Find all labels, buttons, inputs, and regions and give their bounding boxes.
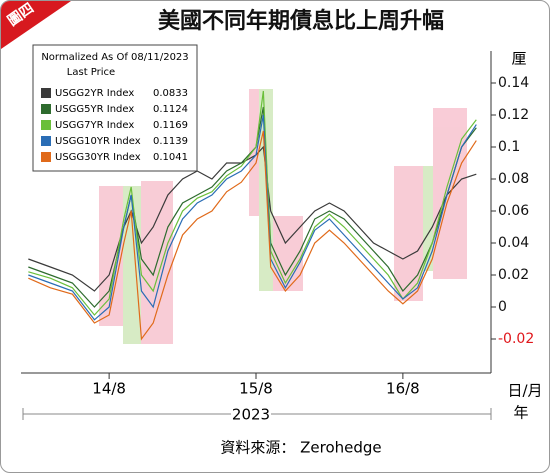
- x-tick-label: 15/8: [239, 380, 273, 398]
- y-unit: 厘: [511, 50, 526, 68]
- year-label: 2023: [232, 406, 270, 424]
- legend-label: USGG5YR Index: [55, 104, 134, 115]
- year-bg: [231, 405, 271, 423]
- legend-swatch: [41, 136, 51, 146]
- legend-value: 0.1124: [153, 104, 188, 115]
- x-unit: 日/月: [507, 382, 542, 400]
- series-line: [28, 114, 477, 321]
- x-tick-label: 14/8: [92, 380, 126, 398]
- highlight: [423, 166, 433, 271]
- legend-box: [32, 44, 198, 172]
- y-tick-label: 0.12: [498, 107, 529, 123]
- legend-value: 0.1139: [153, 136, 188, 147]
- badge-bg: [1, 1, 71, 49]
- highlight: [249, 89, 259, 216]
- legend-swatch: [41, 88, 51, 98]
- legend: USGG2YR Index 0.0833 USGG5YR Index 0.1124 US…: [41, 88, 188, 163]
- legend-value: 0.1041: [153, 152, 188, 163]
- legend-swatch: [41, 104, 51, 114]
- y-tick-label: 0.08: [498, 171, 529, 187]
- y-tick-label: 0.06: [498, 203, 529, 219]
- legend-header: Normalized As Of 08/11/2023: [41, 52, 188, 63]
- x-tick-label: 16/8: [386, 380, 420, 398]
- source: 資料來源： Zerohedge: [220, 439, 381, 457]
- y-tick-label: 0: [498, 299, 507, 315]
- plot: [28, 90, 477, 341]
- legend-label: USGG30YR Index: [55, 152, 141, 163]
- y-tick-label: 0.02: [498, 267, 529, 283]
- highlight: [394, 166, 423, 301]
- series-line: [28, 130, 477, 341]
- y-tick-label: 0.1: [498, 139, 520, 155]
- legend-label: USGG10YR Index: [55, 136, 141, 147]
- legend-swatch: [41, 120, 51, 130]
- legend-value: 0.1169: [153, 120, 188, 131]
- y-tick-label: -0.02: [498, 331, 534, 347]
- chart-title: 美國不同年期債息比上周升幅: [158, 8, 444, 34]
- legend-swatch: [41, 152, 51, 162]
- legend-value: 0.0833: [153, 88, 188, 99]
- series-line: [28, 90, 477, 316]
- legend-label: USGG2YR Index: [55, 88, 134, 99]
- y-tick-label: 0.04: [498, 235, 529, 251]
- legend-label: USGG7YR Index: [55, 120, 134, 131]
- year-unit: 年: [513, 404, 528, 422]
- y-tick-label: 0.14: [498, 75, 529, 91]
- legend-header: Last Price: [67, 67, 115, 78]
